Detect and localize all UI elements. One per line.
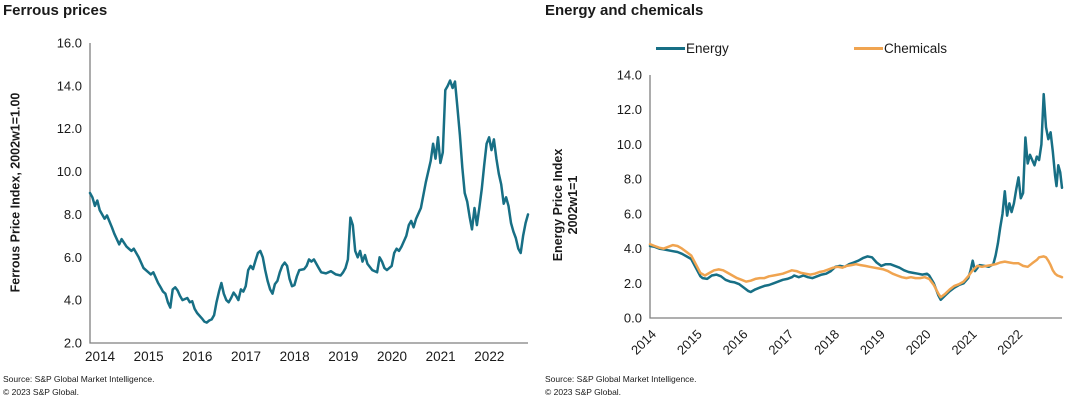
energy_chemicals-x-tick-label: 2021: [949, 327, 980, 358]
energy_chemicals-y-tick-label: 8.0: [624, 172, 642, 187]
copyright-line: © 2023 S&P Global.: [3, 387, 80, 397]
ferrous-y-tick-label: 12.0: [57, 121, 82, 136]
energy_chemicals-y-tick-label: 10.0: [617, 137, 642, 152]
energy-chemicals-chart-canvas: 0.0 2.0 4.0 6.0 8.0 10.0 12.0 14.0 2014 2015 2016 2…: [617, 68, 1064, 358]
source-line: Source: S&P Global Market Intelligence.: [3, 374, 155, 384]
energy_chemicals-x-tick-label: 2022: [994, 327, 1025, 358]
energy_chemicals-x-tick-label: 2015: [674, 327, 705, 358]
energy-chemicals-source-note: Source: S&P Global Market Intelligence. …: [545, 373, 697, 399]
legend-item-chemicals: Chemicals: [854, 39, 947, 57]
ferrous-chart-panel: Ferrous prices Ferrous Price Index, 2002…: [3, 2, 530, 399]
energy-series-line: [648, 92, 1064, 302]
ferrous-y-tick-label: 14.0: [57, 78, 82, 93]
ferrous-chart-title: Ferrous prices: [3, 2, 108, 19]
energy_chemicals-y-tick-label: 14.0: [617, 68, 642, 83]
ferrous-axis-lines: [89, 43, 528, 344]
energy_chemicals-axis-lines: [649, 75, 1062, 319]
energy_chemicals-x-tick-label: 2018: [811, 327, 842, 358]
energy_chemicals-x-tick-label: 2014: [628, 327, 659, 358]
legend-item-energy: Energy: [656, 39, 729, 57]
chemicals-line-swatch: [854, 46, 883, 50]
ferrous-y-tick-label: 10.0: [57, 164, 82, 179]
ferrous-x-tick-label: 2022: [474, 349, 504, 364]
ferrous-series-line: [88, 79, 530, 324]
legend-label-chemicals: Chemicals: [884, 40, 948, 56]
ferrous-chart-canvas: 2.0 4.0 6.0 8.0 10.0 12.0 14.0 16.0 2014 2015 2016…: [57, 36, 530, 364]
copyright-line: © 2023 S&P Global.: [545, 387, 622, 397]
source-line: Source: S&P Global Market Intelligence.: [545, 374, 697, 384]
ferrous-x-tick-label: 2019: [328, 349, 358, 364]
ferrous-x-tick-label: 2016: [182, 349, 212, 364]
legend-label-energy: Energy: [686, 40, 729, 56]
energy_chemicals-y-tick-label: 4.0: [624, 241, 642, 256]
ferrous-x-tick-label: 2020: [377, 349, 407, 364]
ferrous-x-tick-label: 2021: [426, 349, 456, 364]
energy-chemicals-chart-title: Energy and chemicals: [545, 2, 704, 19]
ferrous-x-tick-label: 2018: [280, 349, 310, 364]
ferrous-source-note: Source: S&P Global Market Intelligence. …: [3, 373, 155, 399]
chart-legend: Energy Chemicals: [538, 39, 1076, 59]
energy-line-swatch: [656, 46, 685, 50]
energy_chemicals-x-tick-label: 2017: [765, 327, 796, 358]
ferrous-x-tick-label: 2015: [134, 349, 164, 364]
ferrous-x-tick-label: 2017: [231, 349, 261, 364]
energy_chemicals-x-tick-label: 2020: [903, 327, 934, 358]
energy_chemicals-y-tick-label: 0.0: [624, 311, 642, 326]
ferrous-y-tick-label: 8.0: [64, 207, 82, 222]
energy_chemicals-y-tick-label: 6.0: [624, 206, 642, 221]
energy_chemicals-x-tick-label: 2019: [857, 327, 888, 358]
chemicals-series-line: [648, 242, 1064, 299]
energy_chemicals-y-tick-label: 2.0: [624, 276, 642, 291]
ferrous-x-tick-label: 2014: [85, 349, 116, 364]
ferrous-y-tick-label: 2.0: [64, 336, 82, 351]
energy_chemicals-x-tick-label: 2016: [720, 327, 751, 358]
ferrous-y-tick-label: 16.0: [57, 36, 82, 51]
ferrous-y-tick-label: 4.0: [64, 293, 82, 308]
energy_chemicals-y-tick-label: 12.0: [617, 102, 642, 117]
energy-chemicals-chart-panel: Energy and chemicals Energy Chemicals En…: [538, 0, 1076, 416]
ferrous-y-tick-label: 6.0: [64, 250, 82, 265]
